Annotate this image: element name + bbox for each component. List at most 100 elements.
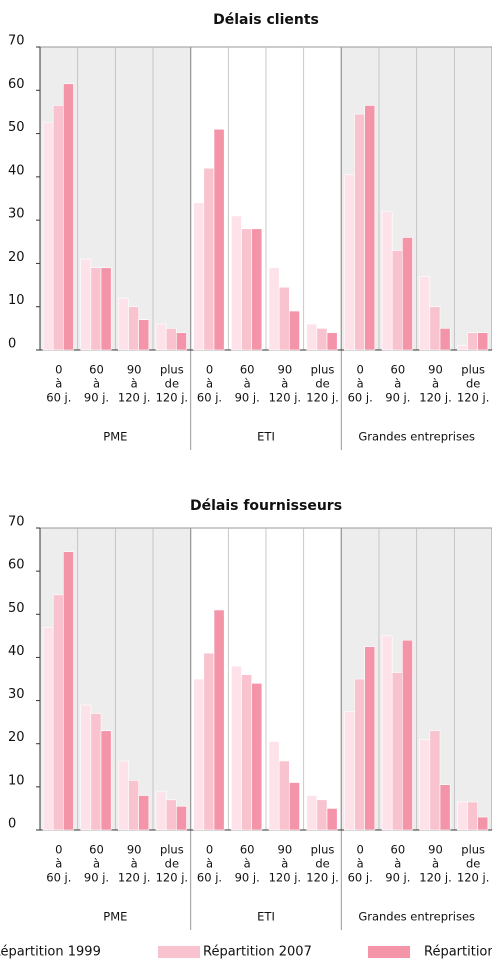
x-tick-label: de [315,857,329,871]
x-tick-label: de [165,857,179,871]
bar [381,635,393,831]
legend-swatch [368,946,410,958]
y-tick-label: 10 [8,293,25,308]
bar [80,704,92,831]
bar [251,683,263,831]
bar [155,790,167,831]
x-tick-label: à [55,857,62,871]
bar [467,801,478,831]
bar [241,674,252,831]
y-tick-label: 70 [8,34,25,49]
bar [289,310,300,351]
x-tick-label: 60 [89,843,104,857]
x-tick-label: 120 j. [306,391,338,405]
x-tick-label: plus [461,843,485,857]
x-tick-label: 60 j. [197,391,222,405]
bar [467,332,478,351]
bar [128,306,139,351]
x-tick-label: 0 [55,843,62,857]
bar [100,267,112,351]
bar [241,228,252,351]
x-tick-label: à [394,377,401,391]
bar [344,711,355,831]
bar [326,808,338,831]
bar [90,713,102,831]
bar [42,122,54,351]
y-tick-label: 30 [8,687,25,702]
x-tick-label: de [466,857,480,871]
bar [52,105,64,351]
x-tick-label: 60 j. [46,871,71,885]
y-tick-label: 0 [8,817,16,832]
bar [278,286,290,351]
bar [176,332,187,351]
x-tick-label: 0 [55,363,62,377]
x-tick-label: 60 j. [197,871,222,885]
bar [391,250,403,351]
x-tick-label: 90 j. [385,871,410,885]
x-tick-label: 90 j. [385,391,410,405]
bar [193,678,205,831]
group-label: ETI [257,910,275,924]
bar [63,83,74,351]
legend-label: Répartition 1999 [0,945,101,960]
x-tick-label: à [206,377,213,391]
chart-title: Délais fournisseurs [190,498,342,514]
x-tick-label: plus [461,363,485,377]
x-tick-label: à [432,857,439,871]
x-tick-label: 0 [357,363,364,377]
bar [429,306,441,351]
x-tick-label: 120 j. [269,871,301,885]
bar [165,799,177,831]
x-tick-label: 90 j. [84,391,109,405]
y-tick-label: 20 [8,730,25,745]
bar [429,730,441,831]
y-tick-label: 10 [8,773,25,788]
x-tick-label: de [466,377,480,391]
chart-title: Délais clients [213,12,319,28]
bar [213,609,225,831]
y-tick-label: 60 [8,558,25,573]
group-label: ETI [257,430,275,444]
bar [402,237,413,351]
bar [391,672,403,831]
x-tick-label: 0 [357,843,364,857]
bar [42,626,54,831]
bar [306,795,318,831]
bar [193,202,205,351]
x-tick-label: à [281,377,288,391]
y-tick-label: 50 [8,120,25,135]
x-tick-label: 60 [240,363,255,377]
y-tick-label: 60 [8,77,25,92]
x-tick-label: à [131,377,138,391]
group-label: Grandes entreprises [358,910,475,924]
y-tick-label: 20 [8,250,25,265]
bar [381,211,393,351]
bar [316,799,328,831]
y-tick-label: 40 [8,163,25,178]
x-tick-label: à [244,857,251,871]
bar [457,801,468,831]
x-tick-label: 120 j. [419,871,451,885]
x-tick-label: 90 [428,363,443,377]
x-tick-label: à [357,377,364,391]
bar [128,780,139,831]
bar [419,276,431,351]
y-tick-label: 50 [8,601,25,616]
bar [52,594,64,831]
x-tick-label: de [165,377,179,391]
x-tick-label: 120 j. [156,391,188,405]
bar [118,760,129,831]
group-label: PME [103,910,127,924]
bar [118,297,129,351]
x-tick-label: 120 j. [419,391,451,405]
bar [213,128,225,351]
x-tick-label: à [281,857,288,871]
x-tick-label: 90 [278,843,293,857]
x-tick-label: à [357,857,364,871]
bar [155,323,167,351]
bar [326,332,338,351]
x-tick-label: 90 j. [235,391,260,405]
legend-swatch [158,946,200,958]
